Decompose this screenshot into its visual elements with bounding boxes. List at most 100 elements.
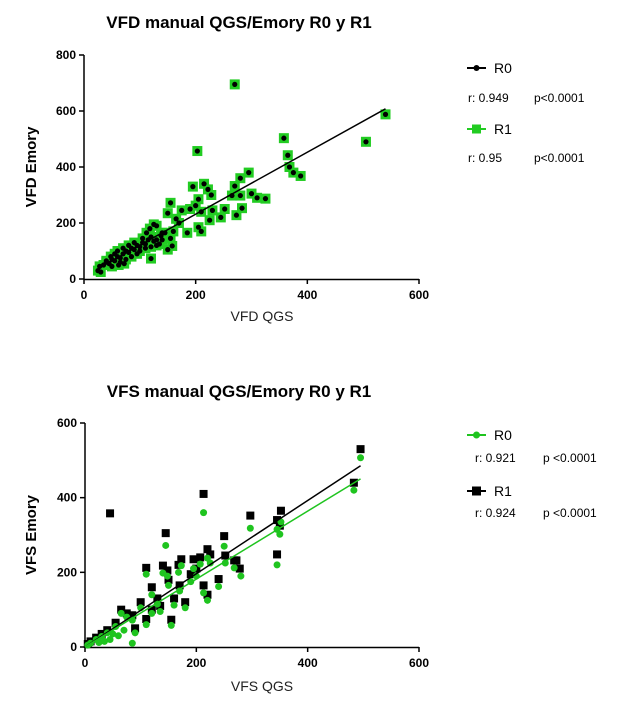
stat-p-r1: p<0.0001 — [534, 151, 585, 165]
point-r0 — [128, 639, 136, 647]
point-r0 — [109, 263, 115, 269]
point-r0 — [206, 559, 214, 567]
x-tick-label: 400 — [298, 656, 318, 670]
point-r0 — [205, 186, 211, 192]
legend-label-r1: R1 — [494, 483, 512, 499]
x-axis-label: VFS QGS — [231, 678, 293, 694]
point-r0 — [140, 235, 146, 241]
y-tick-label: 400 — [56, 160, 76, 174]
point-r0 — [131, 629, 139, 637]
point-r1 — [220, 532, 229, 541]
point-r0 — [142, 570, 150, 578]
point-r0 — [357, 454, 365, 462]
fit-line-r1 — [84, 465, 361, 648]
point-r0 — [170, 601, 178, 609]
point-r0 — [246, 170, 252, 176]
point-r0 — [194, 148, 200, 154]
point-r1 — [276, 506, 285, 515]
point-r0 — [201, 181, 207, 187]
x-tick-label: 600 — [409, 656, 429, 670]
point-r1 — [161, 529, 170, 538]
point-r1 — [199, 489, 208, 498]
point-r0 — [181, 604, 189, 612]
point-r0 — [198, 228, 204, 234]
point-r0 — [162, 541, 170, 549]
point-r0 — [232, 81, 238, 87]
y-tick-label: 400 — [57, 491, 77, 505]
point-r0 — [237, 192, 243, 199]
y-tick-label: 800 — [56, 48, 76, 62]
x-tick-label: 200 — [186, 656, 206, 670]
point-r1 — [164, 575, 173, 584]
chart-title: VFD manual QGS/Emory R0 y R1 — [106, 13, 371, 32]
point-r0 — [196, 560, 204, 568]
point-r0 — [281, 135, 287, 141]
x-tick-label: 400 — [297, 288, 317, 302]
stat-r-r1: r: 0.924 — [475, 506, 516, 520]
y-tick-label: 0 — [70, 640, 77, 654]
point-r1 — [273, 550, 282, 559]
chart-title: VFS manual QGS/Emory R0 y R1 — [107, 382, 372, 401]
point-r0 — [148, 591, 156, 599]
point-r0 — [218, 214, 224, 220]
point-r1 — [167, 615, 176, 624]
point-r0 — [179, 207, 185, 213]
y-tick-label: 200 — [57, 565, 77, 579]
point-r0 — [221, 559, 229, 567]
point-r1 — [147, 605, 156, 614]
point-r0 — [200, 589, 208, 597]
point-r0 — [134, 251, 140, 257]
y-tick-label: 600 — [56, 104, 76, 118]
point-r0 — [195, 224, 202, 230]
point-r0 — [117, 609, 125, 617]
x-tick-label: 0 — [82, 656, 89, 670]
point-r0 — [203, 596, 211, 604]
y-axis-label: VFD Emory — [23, 126, 40, 208]
point-r1 — [214, 575, 223, 584]
point-r1 — [117, 605, 126, 614]
point-r0 — [131, 240, 137, 246]
point-r0 — [98, 269, 104, 275]
legend-label-r1: R1 — [494, 121, 512, 137]
x-tick-label: 200 — [186, 288, 206, 302]
chart-vfs: VFS manual QGS/Emory R0 y R1 VFS Emory V… — [23, 382, 597, 694]
chart-vfd: VFD manual QGS/Emory R0 y R1 VFD Emory V… — [23, 13, 585, 324]
point-r0 — [285, 152, 291, 158]
point-r0 — [382, 111, 389, 117]
fit-line-r0 — [84, 478, 361, 648]
point-r1 — [158, 561, 167, 570]
point-r0 — [148, 609, 156, 617]
point-r0 — [159, 237, 165, 243]
point-r0 — [156, 608, 164, 616]
stat-p-r0: p <0.0001 — [543, 451, 597, 465]
y-tick-label: 0 — [69, 272, 76, 286]
point-r0 — [123, 256, 129, 262]
point-r1 — [170, 594, 179, 603]
point-r0 — [222, 206, 228, 212]
legend: R0 r: 0.921 p <0.0001 R1 r: 0.924 p <0.0… — [467, 427, 597, 520]
point-r0 — [208, 192, 214, 198]
point-r0 — [167, 235, 174, 241]
point-r0 — [100, 637, 108, 645]
stat-r-r0: r: 0.949 — [468, 91, 509, 105]
point-r0 — [207, 217, 213, 223]
stat-r-r0: r: 0.921 — [475, 451, 516, 465]
point-r0 — [175, 568, 183, 576]
point-r0 — [169, 243, 175, 249]
point-r0 — [262, 196, 269, 202]
point-r0 — [237, 175, 243, 181]
point-r0 — [276, 530, 284, 538]
legend-marker-r0-dot — [473, 65, 480, 71]
stat-r-r1: r: 0.95 — [468, 151, 502, 165]
y-tick-label: 200 — [56, 216, 76, 230]
legend: R0 r: 0.949 p<0.0001 R1 r: 0.95 p<0.0001 — [467, 60, 585, 165]
point-r0 — [103, 258, 109, 264]
point-r0 — [167, 621, 175, 629]
point-r0 — [277, 518, 285, 526]
point-r0 — [230, 564, 238, 572]
point-r0 — [142, 245, 149, 251]
stat-p-r1: p <0.0001 — [543, 506, 597, 520]
point-r1 — [147, 583, 156, 592]
legend-label-r0: R0 — [494, 60, 512, 76]
point-r1 — [136, 598, 145, 607]
